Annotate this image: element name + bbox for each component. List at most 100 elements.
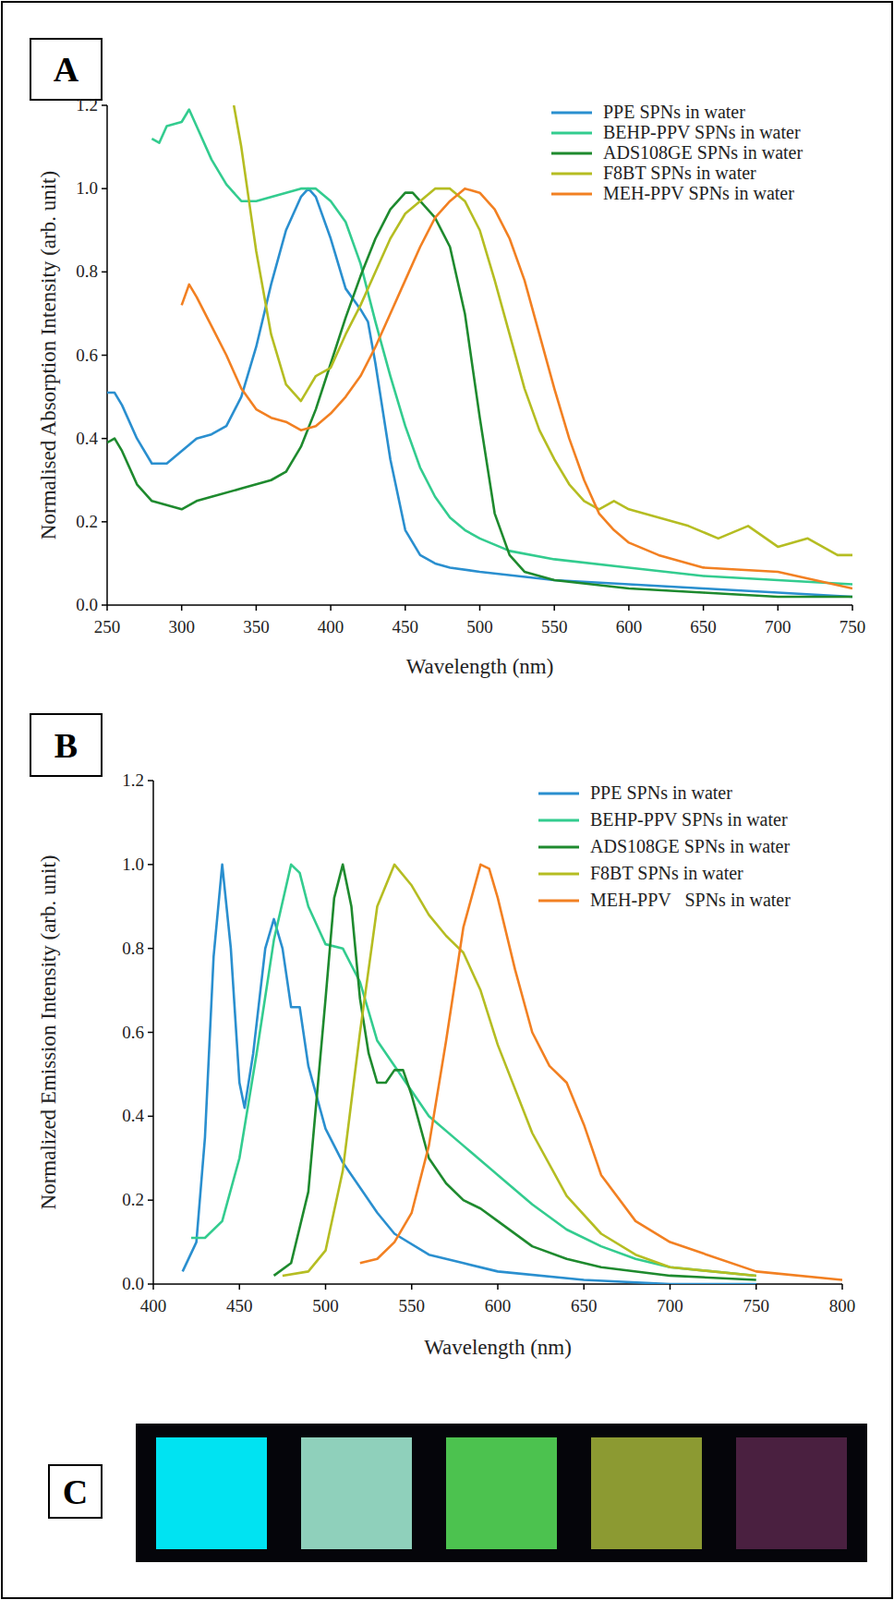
x-tick-label: 350 [242,616,270,637]
x-tick [255,604,258,611]
y-tick [147,1031,154,1034]
legend-swatch [538,872,580,876]
legend-swatch [551,193,592,196]
legend-label: ADS108GE SPNs in water [603,142,803,163]
legend-label: PPE SPNs in water [590,782,733,803]
y-axis-title: Normalised Absorption Intensity (arb. un… [36,170,61,540]
x-tick-label: 700 [764,616,792,637]
x-tick-label: 550 [541,616,568,637]
x-tick [669,1283,672,1290]
x-tick-label: 450 [226,1295,254,1316]
y-tick-label: 0.2 [121,1189,145,1209]
y-tick [101,520,108,523]
x-tick-label: 650 [689,616,717,637]
x-tick [181,604,183,611]
x-tick-label: 500 [466,616,494,637]
legend-label: PPE SPNs in water [603,101,746,122]
x-tick-label: 400 [317,616,345,637]
series-line [182,864,757,1284]
y-tick [101,271,108,274]
photo-background [135,1423,868,1562]
x-tick [329,604,332,611]
x-tick [851,604,854,611]
y-tick-label: 0.8 [75,261,98,281]
y-tick [147,1282,154,1285]
legend-swatch [551,132,592,135]
y-tick-label: 1.2 [121,770,145,790]
panel-letter: A [53,49,80,89]
panel-letter: B [54,725,78,765]
y-tick-label: 0.6 [75,345,98,365]
y-tick [101,354,108,357]
y-tick [147,1198,154,1201]
x-tick [583,1283,586,1290]
y-tick-label: 0.6 [121,1022,145,1042]
y-tick-label: 0.4 [75,428,98,448]
sample-swatch [446,1437,557,1549]
y-tick [101,187,108,190]
x-tick-label: 750 [743,1295,771,1316]
x-tick [777,604,780,611]
series-line [360,864,843,1281]
series-line [151,109,853,585]
x-tick-label: 650 [570,1295,598,1316]
legend-swatch [551,172,592,176]
y-tick-label: 1.0 [75,178,98,198]
plot-area [107,105,853,597]
x-tick [553,604,556,611]
x-tick [106,604,109,611]
panel-letter: C [62,1472,88,1511]
y-tick-label: 0.2 [75,511,98,532]
series-line [233,105,853,556]
background [0,0,894,1600]
legend-swatch [538,845,580,849]
y-tick [147,1115,154,1118]
legend-swatch [538,792,580,796]
y-tick-label: 0.4 [121,1105,145,1125]
x-tick-label: 750 [839,616,867,637]
x-tick [152,1283,155,1290]
x-tick-label: 800 [829,1295,857,1316]
y-tick [101,604,108,606]
x-tick [628,604,630,611]
legend-swatch [538,819,580,822]
y-tick-label: 0.0 [75,594,98,615]
legend-swatch [551,111,592,115]
legend-label: MEH-PPV SPNs in water [603,182,795,204]
legend-label: F8BT SPNs in water [590,862,744,883]
panel-letter-box [48,1464,102,1518]
x-tick [496,1283,499,1290]
x-tick-label: 600 [484,1295,512,1316]
sample-swatch [736,1437,847,1549]
x-tick-label: 700 [656,1295,684,1316]
legend-swatch [551,152,592,156]
sample-swatch [301,1437,412,1549]
sample-swatch [591,1437,702,1549]
x-tick [404,604,407,611]
x-tick [410,1283,413,1290]
figure: A2503003504004505005506006507007500.00.2… [0,0,894,1600]
x-tick-label: 400 [140,1295,168,1316]
x-tick-label: 250 [94,616,121,637]
series-line [282,864,757,1276]
series-line [107,193,853,597]
x-axis-title: Wavelength (nm) [406,654,555,678]
x-tick-label: 600 [616,616,643,637]
y-tick-label: 0.0 [121,1273,145,1293]
plot-area [182,864,843,1284]
x-tick [325,1283,327,1290]
legend-swatch [538,899,580,903]
y-tick-label: 0.8 [121,938,145,958]
y-tick-label: 1.2 [75,95,98,115]
legend-label: ADS108GE SPNs in water [590,835,790,857]
x-axis-title: Wavelength (nm) [423,1335,572,1359]
x-tick [479,604,482,611]
x-tick [755,1283,758,1290]
x-tick-label: 450 [392,616,420,637]
series-line [191,864,757,1276]
y-tick [101,437,108,440]
y-tick [147,863,154,866]
x-tick-label: 550 [398,1295,426,1316]
x-tick [239,1283,242,1290]
legend-label: BEHP-PPV SPNs in water [590,809,788,830]
